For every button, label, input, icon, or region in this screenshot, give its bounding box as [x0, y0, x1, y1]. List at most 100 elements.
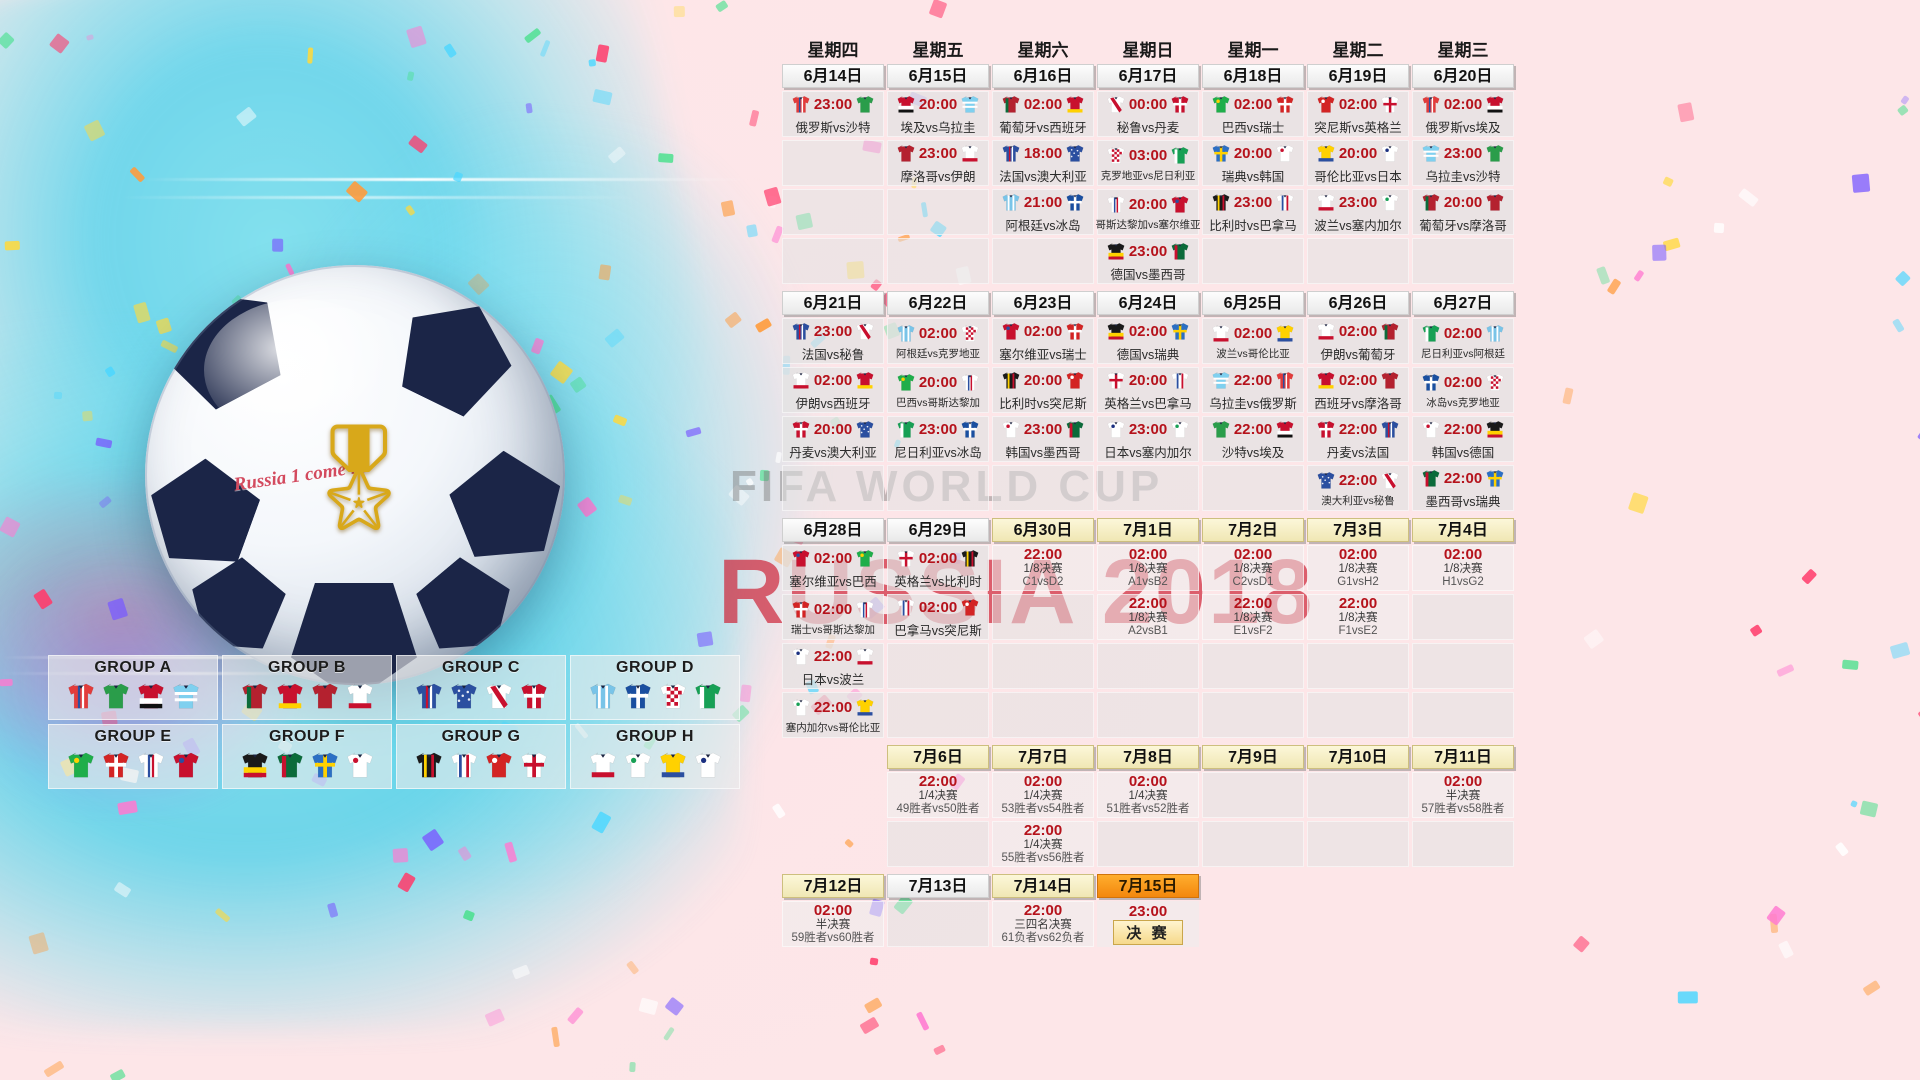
- group-match-cell[interactable]: 02:00 德国vs瑞典: [1097, 318, 1199, 364]
- group-match-cell[interactable]: 23:00 韩国vs墨西哥: [992, 416, 1094, 462]
- group-box-group-e[interactable]: GROUP E: [48, 724, 218, 789]
- group-match-cell[interactable]: 22:00 乌拉圭vs俄罗斯: [1202, 367, 1304, 413]
- group-match-cell[interactable]: 00:00 秘鲁vs丹麦: [1097, 91, 1199, 137]
- knockout-match-cell[interactable]: 02:00 1/4决赛 51胜者vs52胜者: [1097, 772, 1199, 818]
- date-header[interactable]: 6月24日: [1097, 291, 1199, 315]
- group-match-cell[interactable]: 02:00 葡萄牙vs西班牙: [992, 91, 1094, 137]
- group-match-cell[interactable]: 22:00 韩国vs德国: [1412, 416, 1514, 462]
- date-header[interactable]: 7月8日: [1097, 745, 1199, 769]
- knockout-match-cell[interactable]: 22:00 1/8决赛 C1vsD2: [992, 545, 1094, 591]
- knockout-match-cell[interactable]: 22:00 1/4决赛 55胜者vs56胜者: [992, 821, 1094, 867]
- group-match-cell[interactable]: 02:00 瑞士vs哥斯达黎加: [782, 594, 884, 640]
- group-box-group-g[interactable]: GROUP G: [396, 724, 566, 789]
- date-header[interactable]: 7月9日: [1202, 745, 1304, 769]
- group-match-cell[interactable]: 02:00 尼日利亚vs阿根廷: [1412, 318, 1514, 364]
- date-header[interactable]: 6月28日: [782, 518, 884, 542]
- group-match-cell[interactable]: 22:00 丹麦vs法国: [1307, 416, 1409, 462]
- date-header[interactable]: 6月17日: [1097, 64, 1199, 88]
- knockout-match-cell[interactable]: 02:00 半决赛 57胜者vs58胜者: [1412, 772, 1514, 818]
- final-match-cell[interactable]: 23:00 决 赛: [1097, 901, 1199, 947]
- knockout-match-cell[interactable]: 22:00 1/8决赛 A2vsB1: [1097, 594, 1199, 640]
- date-header[interactable]: 6月21日: [782, 291, 884, 315]
- date-header[interactable]: 6月18日: [1202, 64, 1304, 88]
- knockout-match-cell[interactable]: 22:00 1/8决赛 F1vsE2: [1307, 594, 1409, 640]
- date-header[interactable]: 7月1日: [1097, 518, 1199, 542]
- group-match-cell[interactable]: 23:00 尼日利亚vs冰岛: [887, 416, 989, 462]
- date-header[interactable]: 7月3日: [1307, 518, 1409, 542]
- group-match-cell[interactable]: 21:00 阿根廷vs冰岛: [992, 189, 1094, 235]
- date-header[interactable]: 7月11日: [1412, 745, 1514, 769]
- date-header[interactable]: 7月2日: [1202, 518, 1304, 542]
- group-match-cell[interactable]: 02:00 巴拿马vs突尼斯: [887, 594, 989, 640]
- group-match-cell[interactable]: 22:00 沙特vs埃及: [1202, 416, 1304, 462]
- date-header[interactable]: 7月12日: [782, 874, 884, 898]
- group-match-cell[interactable]: 22:00 日本vs波兰: [782, 643, 884, 689]
- knockout-match-cell[interactable]: 02:00 1/8决赛 C2vsD1: [1202, 545, 1304, 591]
- group-match-cell[interactable]: 23:00 俄罗斯vs沙特: [782, 91, 884, 137]
- date-header[interactable]: 6月30日: [992, 518, 1094, 542]
- group-match-cell[interactable]: 20:00 丹麦vs澳大利亚: [782, 416, 884, 462]
- group-match-cell[interactable]: 23:00 比利时vs巴拿马: [1202, 189, 1304, 235]
- knockout-match-cell[interactable]: 02:00 1/8决赛 A1vsB2: [1097, 545, 1199, 591]
- group-match-cell[interactable]: 23:00 乌拉圭vs沙特: [1412, 140, 1514, 186]
- group-match-cell[interactable]: 23:00 波兰vs塞内加尔: [1307, 189, 1409, 235]
- group-match-cell[interactable]: 20:00 哥伦比亚vs日本: [1307, 140, 1409, 186]
- group-match-cell[interactable]: 23:00 摩洛哥vs伊朗: [887, 140, 989, 186]
- group-match-cell[interactable]: 20:00 比利时vs突尼斯: [992, 367, 1094, 413]
- group-match-cell[interactable]: 23:00 德国vs墨西哥: [1097, 238, 1199, 284]
- group-match-cell[interactable]: 03:00 克罗地亚vs尼日利亚: [1097, 140, 1199, 186]
- date-header[interactable]: 7月10日: [1307, 745, 1409, 769]
- knockout-match-cell[interactable]: 22:00 1/8决赛 E1vsF2: [1202, 594, 1304, 640]
- group-box-group-b[interactable]: GROUP B: [222, 655, 392, 720]
- group-match-cell[interactable]: 22:00 墨西哥vs瑞典: [1412, 465, 1514, 511]
- date-header[interactable]: 6月27日: [1412, 291, 1514, 315]
- date-header[interactable]: 6月26日: [1307, 291, 1409, 315]
- group-match-cell[interactable]: 02:00 波兰vs哥伦比亚: [1202, 318, 1304, 364]
- group-box-group-c[interactable]: GROUP C: [396, 655, 566, 720]
- group-box-group-d[interactable]: GROUP D: [570, 655, 740, 720]
- date-header[interactable]: 6月23日: [992, 291, 1094, 315]
- knockout-match-cell[interactable]: 02:00 半决赛 59胜者vs60胜者: [782, 901, 884, 947]
- knockout-match-cell[interactable]: 02:00 1/8决赛 H1vsG2: [1412, 545, 1514, 591]
- date-header[interactable]: 6月29日: [887, 518, 989, 542]
- group-match-cell[interactable]: 23:00 法国vs秘鲁: [782, 318, 884, 364]
- knockout-match-cell[interactable]: 22:00 1/4决赛 49胜者vs50胜者: [887, 772, 989, 818]
- group-match-cell[interactable]: 20:00 埃及vs乌拉圭: [887, 91, 989, 137]
- group-match-cell[interactable]: 02:00 俄罗斯vs埃及: [1412, 91, 1514, 137]
- group-match-cell[interactable]: 02:00 塞尔维亚vs瑞士: [992, 318, 1094, 364]
- group-box-group-a[interactable]: GROUP A: [48, 655, 218, 720]
- group-match-cell[interactable]: 20:00 英格兰vs巴拿马: [1097, 367, 1199, 413]
- group-match-cell[interactable]: 20:00 巴西vs哥斯达黎加: [887, 367, 989, 413]
- group-match-cell[interactable]: 22:00 塞内加尔vs哥伦比亚: [782, 692, 884, 738]
- knockout-match-cell[interactable]: 22:00 三四名决赛 61负者vs62负者: [992, 901, 1094, 947]
- date-header[interactable]: 6月19日: [1307, 64, 1409, 88]
- group-match-cell[interactable]: 02:00 西班牙vs摩洛哥: [1307, 367, 1409, 413]
- date-header[interactable]: 6月15日: [887, 64, 989, 88]
- date-header[interactable]: 7月14日: [992, 874, 1094, 898]
- group-match-cell[interactable]: 20:00 瑞典vs韩国: [1202, 140, 1304, 186]
- group-match-cell[interactable]: 02:00 伊朗vs葡萄牙: [1307, 318, 1409, 364]
- group-match-cell[interactable]: 02:00 阿根廷vs克罗地亚: [887, 318, 989, 364]
- group-box-group-h[interactable]: GROUP H: [570, 724, 740, 789]
- group-match-cell[interactable]: 02:00 英格兰vs比利时: [887, 545, 989, 591]
- date-header[interactable]: 6月22日: [887, 291, 989, 315]
- group-match-cell[interactable]: 02:00 冰岛vs克罗地亚: [1412, 367, 1514, 413]
- group-match-cell[interactable]: 02:00 突尼斯vs英格兰: [1307, 91, 1409, 137]
- group-box-group-f[interactable]: GROUP F: [222, 724, 392, 789]
- knockout-match-cell[interactable]: 02:00 1/4决赛 53胜者vs54胜者: [992, 772, 1094, 818]
- group-match-cell[interactable]: 02:00 伊朗vs西班牙: [782, 367, 884, 413]
- date-header[interactable]: 7月15日: [1097, 874, 1199, 898]
- group-match-cell[interactable]: 23:00 日本vs塞内加尔: [1097, 416, 1199, 462]
- group-match-cell[interactable]: 22:00 澳大利亚vs秘鲁: [1307, 465, 1409, 511]
- date-header[interactable]: 6月25日: [1202, 291, 1304, 315]
- date-header[interactable]: 6月16日: [992, 64, 1094, 88]
- group-match-cell[interactable]: 02:00 塞尔维亚vs巴西: [782, 545, 884, 591]
- date-header[interactable]: 6月20日: [1412, 64, 1514, 88]
- date-header[interactable]: 7月7日: [992, 745, 1094, 769]
- date-header[interactable]: 7月4日: [1412, 518, 1514, 542]
- date-header[interactable]: 7月13日: [887, 874, 989, 898]
- group-match-cell[interactable]: 02:00 巴西vs瑞士: [1202, 91, 1304, 137]
- date-header[interactable]: 7月6日: [887, 745, 989, 769]
- group-match-cell[interactable]: 18:00 法国vs澳大利亚: [992, 140, 1094, 186]
- group-match-cell[interactable]: 20:00 哥斯达黎加vs塞尔维亚: [1096, 189, 1201, 235]
